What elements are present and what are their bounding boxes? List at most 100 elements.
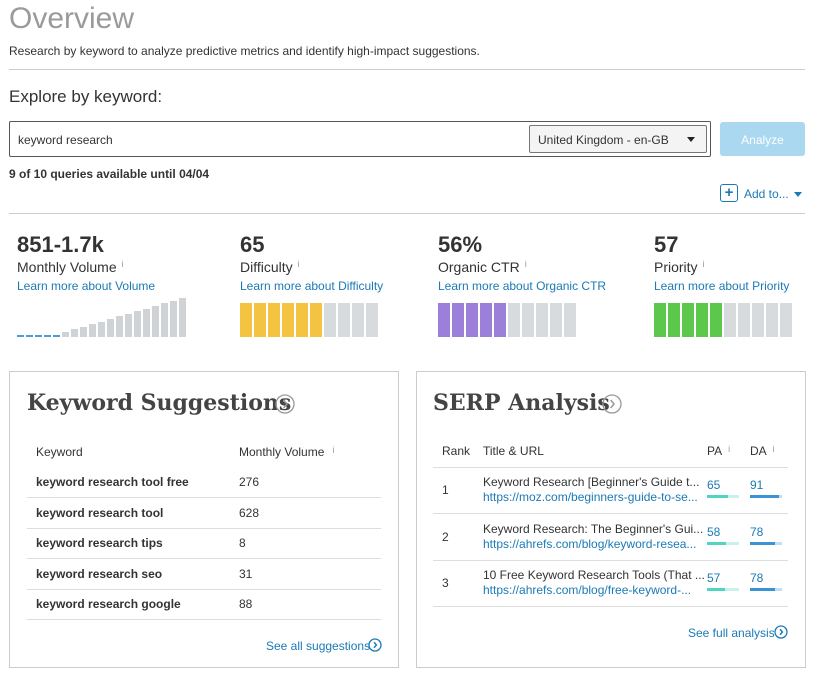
score-segment <box>522 303 534 337</box>
column-header: Monthly Volume <box>239 445 325 459</box>
score-segment <box>438 303 450 337</box>
score-segment <box>494 303 506 337</box>
volume-cell: 88 <box>239 597 253 611</box>
column-header: Keyword <box>36 445 83 459</box>
volume-bar <box>170 300 177 337</box>
row-separator <box>433 606 788 607</box>
volume-bar <box>17 335 24 337</box>
score-segment <box>352 303 364 337</box>
info-icon[interactable]: i <box>772 444 775 454</box>
info-icon[interactable]: i <box>728 444 731 454</box>
row-separator <box>433 467 788 468</box>
score-segment <box>550 303 562 337</box>
score-number: 57 <box>707 571 721 585</box>
score-segment <box>564 303 576 337</box>
info-icon[interactable]: i <box>702 259 705 269</box>
volume-bar <box>26 335 33 337</box>
score-segment <box>682 303 694 337</box>
metric-label: Difficulty <box>240 259 293 275</box>
locale-select[interactable]: United Kingdom - en-GB <box>529 125 707 153</box>
metric-value: 56% <box>438 232 483 257</box>
info-icon[interactable]: i <box>332 445 335 455</box>
score-segment <box>282 303 294 337</box>
add-icon: + <box>720 184 738 202</box>
metric-label: Monthly Volume <box>17 259 117 275</box>
score-segment <box>310 303 322 337</box>
info-icon[interactable]: i <box>297 259 300 269</box>
icon <box>275 394 295 414</box>
rank-cell: 1 <box>442 483 449 497</box>
volume-bar <box>53 335 60 337</box>
analyze-button[interactable]: Analyze <box>720 122 805 156</box>
see-full-text: See full analysis <box>688 626 775 640</box>
volume-cell: 628 <box>239 505 260 520</box>
icon <box>602 394 622 414</box>
volume-bar <box>71 329 78 337</box>
score-segment <box>710 303 722 337</box>
column-header: PA <box>707 444 723 458</box>
info-icon[interactable]: i <box>524 259 527 269</box>
add-to-button[interactable]: + Add to... <box>720 184 806 204</box>
score-number: 78 <box>750 571 764 585</box>
serp-analysis-panel: SERP Analysis Rank Title & URL PA i DA i 1 Keywo… <box>416 371 806 668</box>
score-segment <box>254 303 266 337</box>
keyword-input[interactable]: keyword research United Kingdom - en-GB <box>9 121 711 157</box>
keyword-cell[interactable]: keyword research google <box>36 597 181 611</box>
metric-label: Priority <box>654 259 698 275</box>
score-segment <box>508 303 520 337</box>
score-segment <box>324 303 336 337</box>
add-to-text: Add to... <box>744 187 789 201</box>
keyword-cell[interactable]: keyword research tips <box>36 536 163 550</box>
circle-arrow-icon <box>368 638 382 652</box>
volume-bar <box>143 308 150 337</box>
column-header-row: DA i <box>750 444 775 458</box>
info-icon[interactable]: i <box>121 259 124 269</box>
result-url[interactable]: https://ahrefs.com/blog/free-keyword-... <box>483 583 692 597</box>
row-separator <box>433 513 788 514</box>
score-segment <box>366 303 378 337</box>
result-url[interactable]: https://ahrefs.com/blog/keyword-resea... <box>483 536 697 551</box>
score-segment <box>536 303 548 337</box>
volume-bar <box>125 313 132 337</box>
row-separator <box>27 558 381 559</box>
volume-bar <box>152 306 159 337</box>
column-header-row: PA i <box>707 444 730 458</box>
metric-link[interactable]: Learn more about Volume <box>17 279 156 293</box>
divider <box>9 213 805 214</box>
metric-value: 851-1.7k <box>17 232 104 257</box>
keyword-cell[interactable]: keyword research tool <box>36 505 164 520</box>
score-number: 78 <box>750 524 764 539</box>
volume-bar <box>179 298 186 337</box>
result-title[interactable]: Keyword Research: The Beginner's Gui... <box>483 521 704 536</box>
icon <box>368 638 382 652</box>
score-segment <box>338 303 350 337</box>
result-url[interactable]: https://moz.com/beginners-guide-to-se... <box>483 490 698 504</box>
volume-cell: 31 <box>239 566 253 581</box>
rank-cell: 3 <box>442 576 449 590</box>
metric-link[interactable]: Learn more about Priority <box>654 279 790 293</box>
circle-arrow-icon <box>602 394 622 414</box>
score-segment <box>724 303 736 337</box>
metric-link[interactable]: Learn more about Difficulty <box>240 279 384 293</box>
volume-bar <box>44 335 51 337</box>
result-title[interactable]: 10 Free Keyword Research Tools (That ... <box>483 568 705 582</box>
score-bar <box>750 495 780 498</box>
volume-bar <box>89 324 96 337</box>
keyword-cell[interactable]: keyword research tool free <box>36 475 189 489</box>
volume-bar <box>116 316 123 337</box>
metric-link[interactable]: Learn more about Organic CTR <box>438 279 607 293</box>
keyword-text: keyword research <box>18 133 113 147</box>
score-segment <box>738 303 750 337</box>
score-segment <box>766 303 778 337</box>
explore-label: Explore by keyword: <box>9 87 163 106</box>
column-header-row: Monthly Volume i <box>239 445 334 459</box>
keyword-cell[interactable]: keyword research seo <box>36 566 163 581</box>
select-caret <box>687 137 695 142</box>
result-title[interactable]: Keyword Research [Beginner's Guide t... <box>483 475 700 489</box>
score-bar <box>707 495 728 498</box>
see-all-text: See all suggestions <box>266 639 371 653</box>
row-separator <box>27 497 381 498</box>
volume-bar <box>80 326 87 337</box>
score-number: 91 <box>750 478 764 492</box>
